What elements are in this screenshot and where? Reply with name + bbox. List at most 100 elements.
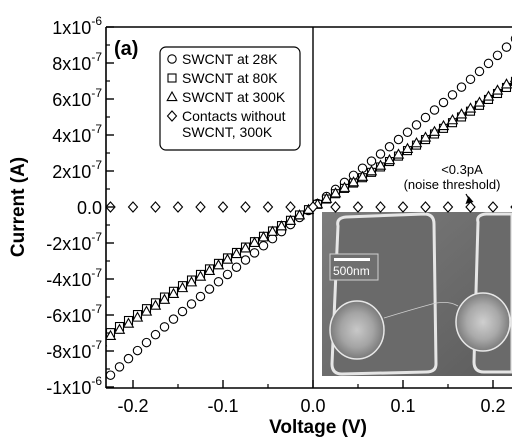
x-tick-label: 0.2: [480, 396, 505, 416]
data-point: [195, 291, 206, 302]
y-tick-label: 0.0: [77, 198, 102, 218]
y-tick-label: 2x10-7: [52, 158, 102, 182]
data-point: [150, 201, 161, 213]
data-point: [420, 201, 431, 213]
legend: SWCNT at 28K SWCNT at 80K SWCNT at 300K Con…: [159, 46, 301, 151]
legend-marker-circle: [167, 54, 177, 64]
x-tick-label: 0.0: [300, 396, 325, 416]
data-point: [446, 114, 459, 125]
data-point: [384, 142, 395, 152]
data-point: [437, 119, 450, 131]
data-point: [492, 50, 503, 61]
data-point: [113, 323, 126, 334]
x-tick-label: -0.1: [207, 396, 238, 416]
data-point: [204, 284, 215, 294]
data-point: [393, 134, 404, 145]
data-point: [127, 201, 139, 213]
data-point: [320, 192, 333, 203]
y-tick-label: -6x10-7: [46, 302, 102, 326]
data-point: [231, 262, 242, 272]
y-tick-label: -8x10-7: [46, 338, 102, 362]
data-point: [402, 127, 413, 137]
y-axis-title: Current (A): [8, 157, 29, 257]
data-point: [221, 253, 234, 264]
data-point: [122, 317, 135, 328]
data-point: [375, 201, 386, 213]
data-point: [257, 231, 270, 242]
data-point: [114, 362, 125, 372]
data-point: [284, 214, 297, 225]
data-point: [330, 201, 341, 213]
data-point: [447, 90, 458, 100]
data-point: [401, 142, 414, 153]
data-point: [500, 78, 512, 89]
data-point: [285, 201, 296, 213]
data-point: [186, 299, 197, 309]
data-point: [329, 187, 342, 198]
data-point: [383, 153, 396, 165]
x-axis-title: Voltage (V): [269, 417, 367, 438]
data-point: [141, 337, 152, 348]
data-point: [410, 137, 423, 148]
data-point: [249, 248, 260, 258]
data-point: [239, 242, 252, 253]
x-tick-label: -0.2: [117, 396, 148, 416]
data-point: [293, 209, 306, 220]
annotation-text: <0.3pA: [441, 162, 483, 177]
y-tick-label: 6x10-7: [52, 86, 102, 110]
data-point: [456, 82, 467, 92]
data-point: [366, 156, 377, 166]
data-point: [483, 58, 494, 69]
data-point: [352, 201, 364, 213]
legend-marker-square: [167, 73, 177, 83]
annotation-text: (noise threshold): [404, 177, 501, 192]
data-point: [195, 201, 206, 213]
legend-label: SWCNT at 300K: [182, 89, 286, 105]
y-tick-label: -1x10-6: [46, 374, 102, 398]
legend-label: SWCNT, 300K: [182, 124, 273, 140]
data-point: [464, 102, 477, 113]
data-point: [397, 201, 409, 213]
data-point: [365, 165, 378, 176]
noise-threshold-annotation: <0.3pA(noise threshold): [404, 162, 501, 204]
y-tick-label: 4x10-7: [52, 122, 102, 146]
y-tick-label: 1x10-6: [52, 14, 102, 38]
data-point: [203, 264, 216, 275]
data-point: [473, 96, 486, 107]
legend-marker-diamond: [166, 110, 178, 122]
data-point: [465, 74, 476, 85]
scale-bar-label: 500nm: [333, 264, 370, 278]
scale-bar: [334, 258, 370, 261]
data-point: [240, 201, 251, 213]
data-point: [266, 225, 279, 236]
data-point: [455, 108, 468, 119]
data-point: [258, 241, 269, 251]
data-point: [262, 201, 274, 213]
data-point: [106, 329, 117, 341]
data-point: [482, 90, 495, 101]
data-point: [491, 84, 504, 95]
data-point: [212, 259, 225, 270]
legend-label: SWCNT at 28K: [182, 51, 278, 67]
sem-inset-image: 500nm: [322, 212, 512, 376]
data-point: [185, 276, 198, 287]
data-point: [167, 287, 180, 298]
data-point: [158, 293, 171, 304]
data-point: [240, 255, 251, 265]
data-point: [213, 277, 224, 287]
data-point: [222, 269, 233, 280]
data-point: [375, 149, 386, 159]
data-point: [217, 201, 229, 213]
data-point: [438, 97, 449, 108]
y-tick-label: -2x10-7: [46, 230, 102, 254]
data-point: [177, 306, 188, 317]
data-point: [474, 66, 485, 77]
panel-label: (a): [114, 38, 138, 60]
legend-label: SWCNT at 80K: [182, 70, 278, 86]
data-point: [248, 236, 261, 247]
data-point: [347, 176, 360, 187]
data-point: [392, 148, 405, 159]
data-point: [411, 120, 422, 130]
data-point: [442, 201, 454, 213]
